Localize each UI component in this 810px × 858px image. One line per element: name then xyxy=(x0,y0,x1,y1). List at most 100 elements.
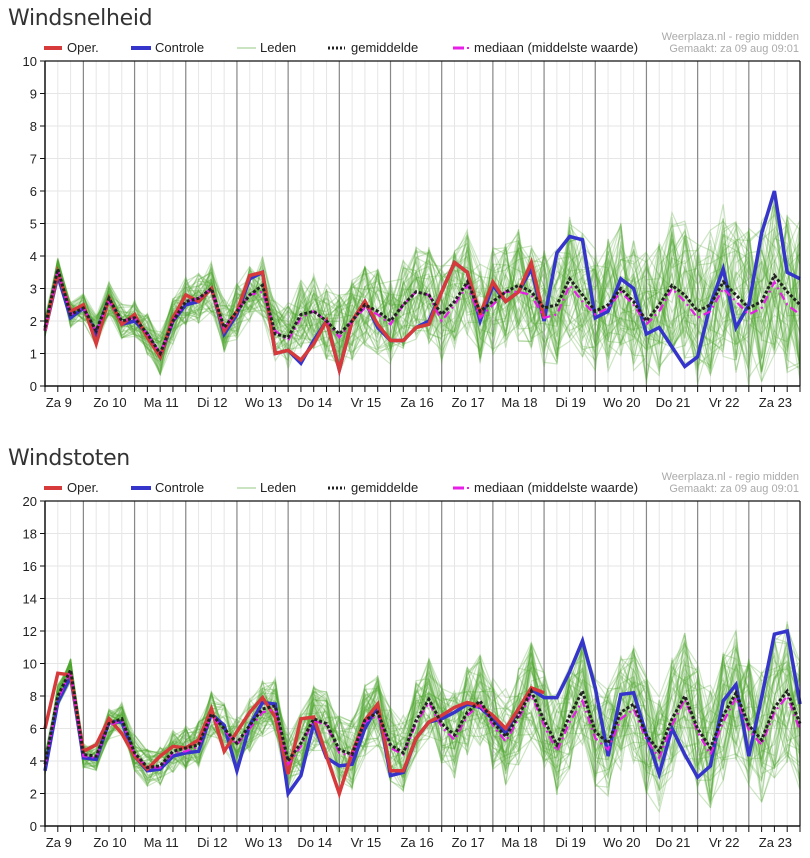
leden-line xyxy=(44,203,801,377)
x-day-label: Wo 20 xyxy=(603,395,640,408)
legend-mediaan-dot xyxy=(467,47,469,49)
x-day-label: Di 12 xyxy=(197,835,227,850)
legend-mediaan-dot xyxy=(467,487,469,489)
leden-line xyxy=(44,230,801,376)
leden-members xyxy=(44,621,801,814)
y-tick-label: 4 xyxy=(30,754,37,769)
legend-oper-label: Oper. xyxy=(67,480,99,495)
y-tick-label: 10 xyxy=(23,54,37,69)
y-tick-label: 18 xyxy=(23,527,37,542)
created-timestamp: Gemaakt: za 09 aug 09:01 xyxy=(669,43,799,55)
created-timestamp: Gemaakt: za 09 aug 09:01 xyxy=(669,483,799,495)
x-day-label: Di 19 xyxy=(555,395,585,408)
y-tick-label: 0 xyxy=(30,379,37,394)
leden-line xyxy=(44,217,801,387)
leden-line xyxy=(44,194,801,354)
x-day-label: Zo 17 xyxy=(452,835,485,850)
x-day-label: Ma 18 xyxy=(501,395,537,408)
leden-line xyxy=(44,243,801,366)
leden-line xyxy=(44,228,801,370)
x-day-label: Do 14 xyxy=(297,835,332,850)
leden-line xyxy=(44,241,801,376)
legend-controle-label: Controle xyxy=(155,480,204,495)
leden-line xyxy=(44,216,801,373)
leden-line xyxy=(44,220,801,373)
leden-line xyxy=(44,224,801,374)
leden-line xyxy=(44,223,801,380)
x-day-label: Ma 11 xyxy=(144,835,179,850)
y-tick-label: 1 xyxy=(30,347,37,362)
y-tick-label: 2 xyxy=(30,787,37,802)
x-day-label: Za 9 xyxy=(46,395,72,408)
leden-line xyxy=(44,225,801,364)
x-day-label: Do 14 xyxy=(297,395,332,408)
leden-line xyxy=(44,646,801,795)
x-day-label: Vr 15 xyxy=(351,395,382,408)
leden-line xyxy=(44,229,801,385)
x-day-label: Vr 22 xyxy=(709,395,740,408)
y-tick-label: 9 xyxy=(30,87,37,102)
leden-line xyxy=(44,628,801,793)
mediaan-line xyxy=(43,268,801,356)
legend-gemiddelde-label: gemiddelde xyxy=(351,480,418,495)
y-tick-label: 2 xyxy=(30,314,37,329)
x-day-label: Wo 20 xyxy=(603,835,640,850)
x-day-label: Do 21 xyxy=(656,835,691,850)
chart-title-windstoten: Windstoten xyxy=(8,446,130,471)
leden-line xyxy=(44,206,801,377)
x-day-label: Ma 11 xyxy=(144,395,179,408)
leden-line xyxy=(44,641,801,805)
x-day-label: Zo 17 xyxy=(452,395,485,408)
y-tick-label: 4 xyxy=(30,249,37,264)
source-label: Weerplaza.nl - regio midden xyxy=(662,471,799,483)
y-tick-label: 0 xyxy=(30,819,37,834)
leden-line xyxy=(44,213,801,371)
leden-line xyxy=(44,219,801,369)
leden-line xyxy=(44,227,801,376)
leden-line xyxy=(44,220,801,374)
mediaan-line xyxy=(43,667,802,769)
y-tick-label: 10 xyxy=(23,657,37,672)
leden-line xyxy=(44,224,801,371)
legend-mediaan-label: mediaan (middelste waarde) xyxy=(474,40,638,55)
leden-line xyxy=(44,647,801,790)
legend-oper-label: Oper. xyxy=(67,40,99,55)
x-day-label: Za 23 xyxy=(759,835,792,850)
y-tick-label: 8 xyxy=(30,119,37,134)
leden-line xyxy=(44,633,801,768)
leden-line xyxy=(44,652,801,779)
leden-line xyxy=(44,653,801,801)
leden-line xyxy=(44,640,801,814)
leden-line xyxy=(44,641,801,789)
legend-gemiddelde-label: gemiddelde xyxy=(351,40,418,55)
y-tick-label: 12 xyxy=(23,624,37,639)
leden-line xyxy=(44,237,801,371)
leden-line xyxy=(44,645,801,803)
leden-line xyxy=(44,645,801,795)
leden-line xyxy=(44,224,801,363)
x-day-label: Za 9 xyxy=(46,835,72,850)
y-tick-label: 6 xyxy=(30,722,37,737)
leden-line xyxy=(44,216,801,380)
leden-line xyxy=(44,231,801,368)
leden-line xyxy=(44,649,801,785)
x-day-label: Do 21 xyxy=(656,395,691,408)
legend-controle-label: Controle xyxy=(155,40,204,55)
leden-line xyxy=(44,220,801,361)
leden-line xyxy=(44,218,801,371)
windstoten-chart: 0 2 4 6 8 10 12 14 16 18 20 Za 9 Zo 10 Ma 11 Di 12 Wo 1… xyxy=(23,471,802,850)
x-day-label: Di 12 xyxy=(197,395,227,408)
leden-line xyxy=(44,643,801,776)
x-day-label: Za 16 xyxy=(400,835,433,850)
leden-line xyxy=(44,662,801,794)
leden-line xyxy=(44,650,801,779)
legend-mediaan-label: mediaan (middelste waarde) xyxy=(474,480,638,495)
y-tick-label: 16 xyxy=(23,559,37,574)
leden-line xyxy=(44,661,801,791)
gemiddelde-line xyxy=(43,268,802,357)
x-day-label: Zo 10 xyxy=(93,395,126,408)
y-tick-label: 7 xyxy=(30,152,37,167)
gemiddelde-line xyxy=(43,665,802,770)
leden-line xyxy=(44,647,801,780)
y-tick-label: 14 xyxy=(23,592,37,607)
